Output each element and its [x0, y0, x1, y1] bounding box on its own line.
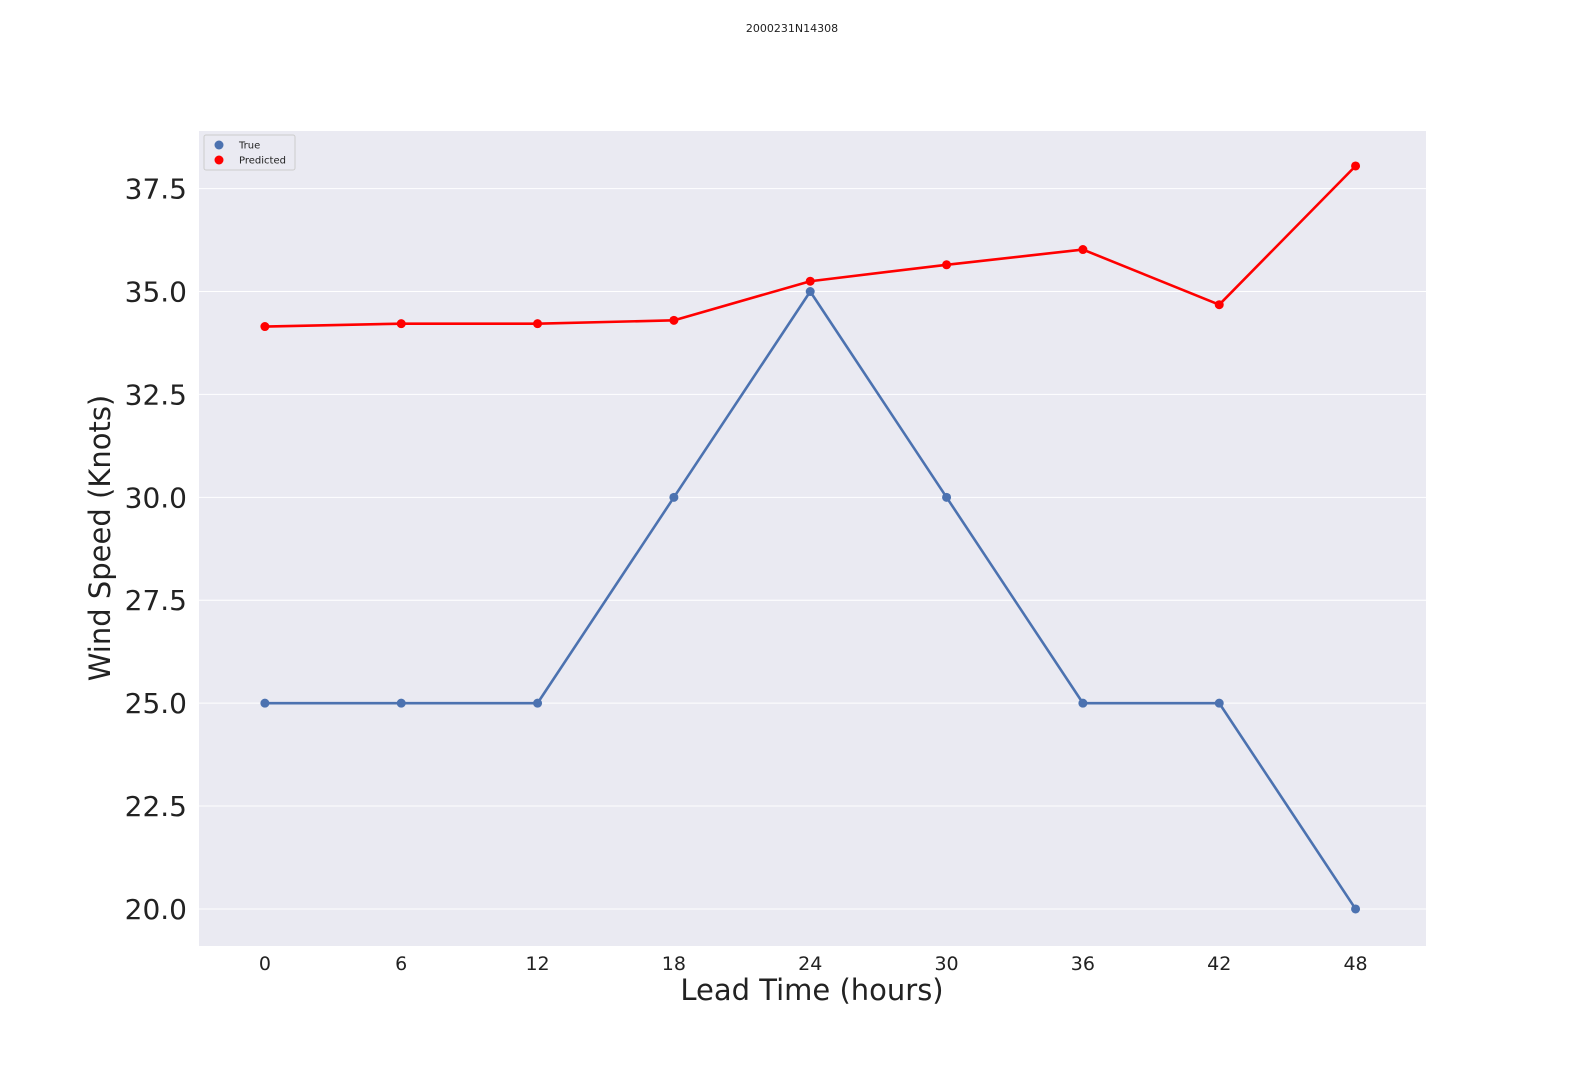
- data-point-true: [1214, 698, 1224, 708]
- data-point-predicted: [1214, 300, 1224, 310]
- data-point-true: [260, 698, 270, 708]
- data-point-true: [942, 492, 952, 502]
- data-point-true: [1078, 698, 1088, 708]
- data-point-true: [805, 287, 815, 297]
- x-tick-label: 36: [1071, 953, 1095, 975]
- legend-marker-true: [214, 140, 224, 150]
- data-point-predicted: [396, 319, 406, 329]
- plot-area: [199, 131, 1426, 946]
- data-point-true: [669, 492, 679, 502]
- chart-title: 2000231N14308: [746, 22, 838, 35]
- legend: True Predicted: [203, 134, 296, 171]
- x-tick-label: 18: [662, 953, 686, 975]
- legend-label-true: True: [238, 141, 260, 152]
- y-tick-label: 22.5: [125, 790, 187, 823]
- x-tick-label: 24: [798, 953, 822, 975]
- series-group: [260, 161, 1361, 914]
- data-point-predicted: [805, 276, 815, 286]
- data-point-predicted: [1351, 161, 1361, 171]
- series-true: [260, 287, 1361, 914]
- x-tick-label: 48: [1343, 953, 1367, 975]
- y-tick-label: 25.0: [125, 687, 187, 720]
- data-point-true: [1351, 904, 1361, 914]
- y-tick-label: 35.0: [125, 276, 187, 309]
- y-axis-label: Wind Speed (Knots): [83, 395, 117, 681]
- legend-marker-predicted: [214, 155, 224, 165]
- data-point-predicted: [669, 315, 679, 325]
- x-axis-ticks: 0 6 12 18 24 30 36 42 48: [259, 953, 1368, 975]
- legend-label-predicted: Predicted: [239, 156, 286, 167]
- x-tick-label: 0: [259, 953, 271, 975]
- x-tick-label: 6: [395, 953, 407, 975]
- series-predicted: [260, 161, 1361, 332]
- y-tick-label: 20.0: [125, 893, 187, 926]
- data-point-predicted: [1078, 245, 1088, 255]
- data-point-predicted: [942, 260, 952, 270]
- y-axis-ticks: 20.0 22.5 25.0 27.5 30.0 32.5 35.0 37.5: [125, 173, 187, 926]
- y-tick-label: 27.5: [125, 584, 187, 617]
- x-tick-label: 12: [525, 953, 549, 975]
- x-axis-label: Lead Time (hours): [680, 973, 943, 1007]
- data-point-true: [396, 698, 406, 708]
- legend-box: [203, 134, 296, 171]
- y-tick-label: 32.5: [125, 378, 187, 411]
- data-point-predicted: [260, 322, 270, 332]
- data-point-predicted: [533, 319, 543, 329]
- y-tick-label: 30.0: [125, 481, 187, 514]
- x-tick-label: 42: [1207, 953, 1231, 975]
- x-tick-label: 30: [934, 953, 958, 975]
- y-tick-label: 37.5: [125, 173, 187, 206]
- data-point-true: [533, 698, 543, 708]
